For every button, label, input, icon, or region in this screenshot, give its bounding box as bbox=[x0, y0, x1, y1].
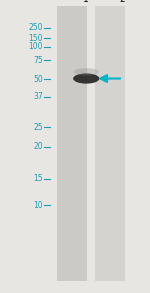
Text: 15: 15 bbox=[33, 174, 43, 183]
Text: 1: 1 bbox=[83, 0, 89, 4]
Text: 250: 250 bbox=[28, 23, 43, 32]
Text: 37: 37 bbox=[33, 92, 43, 101]
Ellipse shape bbox=[73, 74, 99, 84]
Text: 2: 2 bbox=[119, 0, 125, 4]
Bar bbox=[94, 6, 124, 281]
Text: 50: 50 bbox=[33, 75, 43, 84]
Text: 10: 10 bbox=[33, 201, 43, 209]
Text: 100: 100 bbox=[28, 42, 43, 51]
Text: 150: 150 bbox=[28, 34, 43, 42]
Ellipse shape bbox=[74, 68, 99, 75]
Text: 25: 25 bbox=[33, 123, 43, 132]
Text: 20: 20 bbox=[33, 142, 43, 151]
Text: 75: 75 bbox=[33, 56, 43, 64]
Bar bbox=[57, 6, 87, 281]
